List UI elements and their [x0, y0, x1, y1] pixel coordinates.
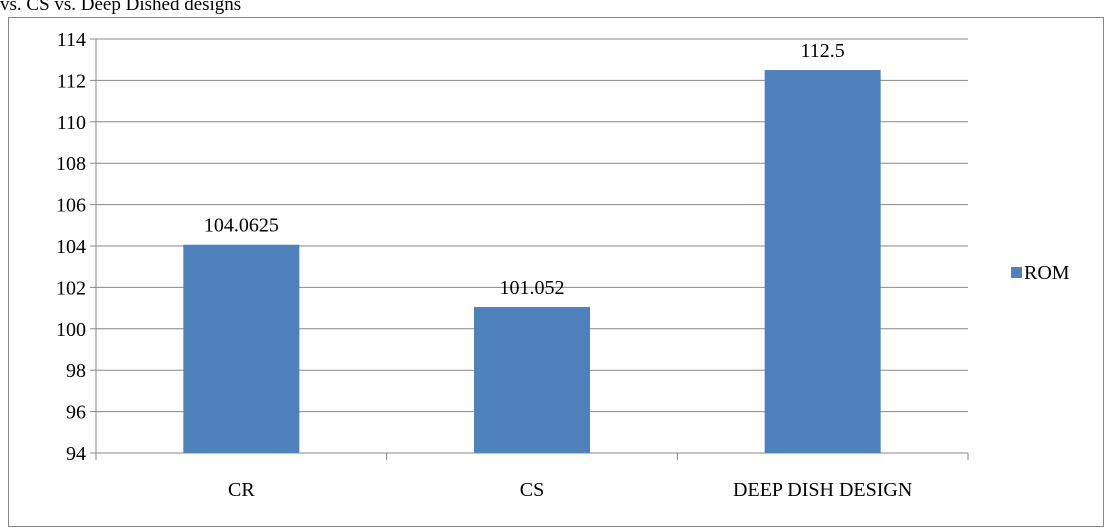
- y-tick-label: 112: [57, 70, 86, 92]
- bar-cs: [474, 307, 590, 453]
- data-label: 112.5: [801, 40, 845, 62]
- legend-swatch: [1011, 267, 1022, 278]
- y-tick-label: 96: [66, 402, 86, 424]
- x-tick-label: CR: [228, 479, 255, 501]
- data-label: 104.0625: [204, 215, 279, 237]
- y-tick-label: 100: [56, 319, 86, 341]
- x-tick-label: DEEP DISH DESIGN: [733, 479, 912, 501]
- y-tick-label: 104: [56, 236, 86, 258]
- y-tick-labels: 94 96 98 100 102 104 106 108 110 112 114: [56, 29, 86, 465]
- data-labels: 104.0625 101.052 112.5: [204, 40, 845, 299]
- chart-frame: [8, 17, 1104, 527]
- y-tick-label: 108: [56, 153, 86, 175]
- bars: [183, 70, 881, 454]
- bar-deep-dish-design: [764, 70, 881, 454]
- y-tick-label: 106: [56, 195, 86, 217]
- y-tick-label: 94: [66, 443, 86, 465]
- y-tick-label: 110: [57, 112, 86, 134]
- y-tick-label: 98: [66, 360, 86, 382]
- bar-cr: [183, 244, 300, 453]
- y-tick-label: 102: [56, 277, 86, 299]
- x-tick-labels: CR CS DEEP DISH DESIGN: [228, 479, 912, 501]
- legend: ROM: [1011, 262, 1070, 284]
- chart-caption: vs. CS vs. Deep Dished designs: [0, 0, 242, 15]
- legend-label: ROM: [1024, 262, 1070, 284]
- x-tick-label: CS: [520, 479, 544, 501]
- y-tick-label: 114: [57, 29, 86, 51]
- data-label: 101.052: [500, 277, 565, 299]
